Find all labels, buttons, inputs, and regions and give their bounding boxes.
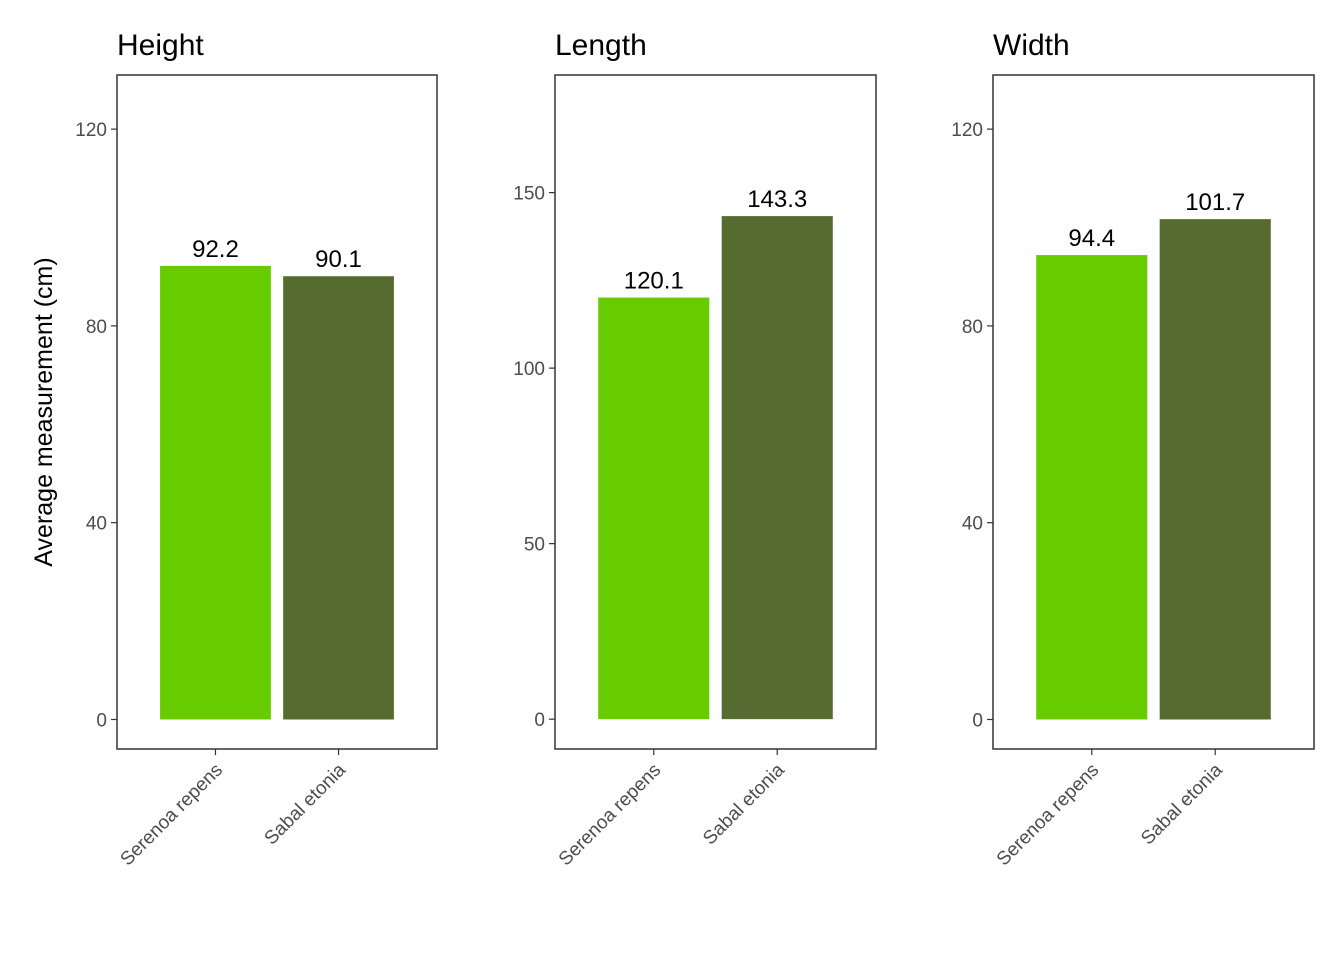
data-label-width-sabal-etonia: 101.7: [1185, 189, 1245, 216]
y-tick-label-length-150: 150: [513, 184, 545, 205]
panel-border-length: [554, 74, 877, 750]
panel-title-width: Width: [993, 29, 1070, 62]
y-tick-label-width-80: 80: [962, 317, 983, 338]
x-tick-label-width-sabal-etonia: Sabal etonia: [1137, 759, 1227, 849]
y-tick-label-height-120: 120: [75, 120, 107, 141]
panel-height: Height 0 40 80 120 92.2 Serenoa repens 90.1 Saba…: [75, 29, 438, 870]
y-tick-label-height-40: 40: [86, 514, 107, 535]
y-tick-label-length-50: 50: [524, 535, 545, 556]
x-tick-label-width-serenoa-repens: Serenoa repens: [993, 760, 1103, 870]
y-tick-label-length-100: 100: [513, 359, 545, 380]
bar-width-serenoa-repens: [1036, 255, 1148, 720]
data-label-length-serenoa-repens: 120.1: [624, 268, 684, 295]
panel-length: Length 0 50 100 150 120.1 Serenoa repens 143.3 S…: [513, 29, 877, 870]
data-label-length-sabal-etonia: 143.3: [747, 186, 807, 213]
y-tick-label-width-120: 120: [951, 120, 983, 141]
x-tick-label-length-serenoa-repens: Serenoa repens: [555, 760, 665, 870]
bar-height-serenoa-repens: [160, 265, 271, 720]
panel-width: Width 0 40 80 120 94.4 Serenoa repens 101.7 Saba…: [951, 29, 1315, 870]
x-tick-label-height-serenoa-repens: Serenoa repens: [117, 760, 227, 870]
panel-border-height: [116, 74, 438, 750]
y-tick-label-length-0: 0: [534, 710, 545, 731]
bar-length-sabal-etonia: [721, 216, 833, 720]
data-label-width-serenoa-repens: 94.4: [1068, 225, 1115, 252]
y-tick-label-width-0: 0: [972, 710, 983, 731]
x-tick-label-height-sabal-etonia: Sabal etonia: [261, 759, 351, 849]
panel-border-width: [992, 74, 1315, 750]
y-tick-label-height-0: 0: [96, 710, 107, 731]
panel-title-length: Length: [555, 29, 647, 62]
y-tick-label-height-80: 80: [86, 317, 107, 338]
data-label-height-serenoa-repens: 92.2: [192, 236, 239, 263]
y-tick-label-width-40: 40: [962, 514, 983, 535]
bar-length-serenoa-repens: [598, 297, 710, 720]
x-tick-label-length-sabal-etonia: Sabal etonia: [699, 759, 789, 849]
y-axis-title: Average measurement (cm): [30, 257, 58, 566]
panel-title-height: Height: [117, 29, 204, 62]
bar-height-sabal-etonia: [283, 276, 394, 720]
data-label-height-sabal-etonia: 90.1: [315, 246, 362, 273]
bar-width-sabal-etonia: [1159, 219, 1271, 720]
